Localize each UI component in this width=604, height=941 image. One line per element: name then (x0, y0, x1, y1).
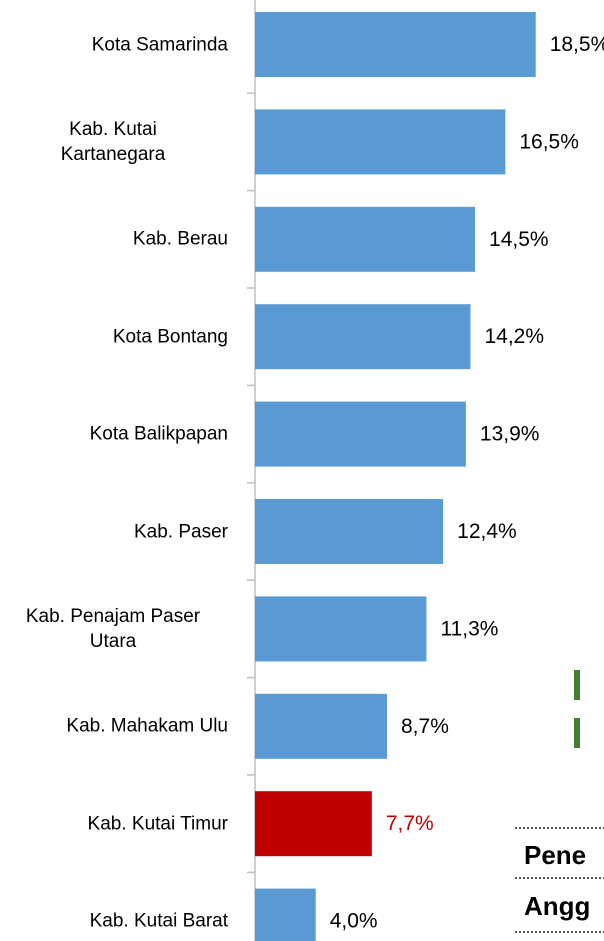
category-label: Kab. Kutai Timur (87, 813, 228, 835)
category-label: Kota Samarinda (91, 34, 228, 55)
bar (255, 791, 372, 857)
value-label: 8,7% (401, 715, 449, 738)
category-label: Kab. Kutai Barat (89, 910, 228, 932)
bar (255, 693, 388, 759)
category-label: Kota Balikpapan (89, 423, 228, 445)
green-mark (574, 718, 580, 748)
bar (255, 499, 444, 564)
category-label: Kota Bontang (112, 326, 228, 348)
bar (255, 206, 476, 272)
category-label: Kab. Berau (132, 228, 228, 250)
value-label: 18,5% (550, 33, 604, 56)
value-label: 13,9% (480, 423, 540, 446)
green-mark (574, 670, 580, 700)
value-label: 14,2% (484, 325, 544, 348)
category-label: Kab. Mahakam Ulu (66, 715, 228, 737)
annotation: Pene (524, 840, 586, 870)
value-label: 16,5% (519, 130, 579, 153)
value-label: 7,7% (386, 812, 434, 835)
bar (255, 304, 471, 370)
bar (255, 401, 466, 467)
bar (255, 888, 316, 941)
value-label: 11,3% (440, 617, 498, 640)
category-label: Kab. Paser (134, 521, 228, 542)
value-label: 4,0% (330, 910, 378, 933)
value-label: 14,5% (489, 228, 549, 251)
bar (255, 12, 536, 77)
bar (255, 596, 427, 662)
category-label: Kab. Penajam Paser Utara (25, 605, 201, 652)
value-label: 12,4% (457, 520, 517, 543)
annotation: Angg (524, 891, 590, 921)
category-label: Kab. Kutai Kartanegara (60, 118, 166, 165)
bar (255, 109, 506, 175)
